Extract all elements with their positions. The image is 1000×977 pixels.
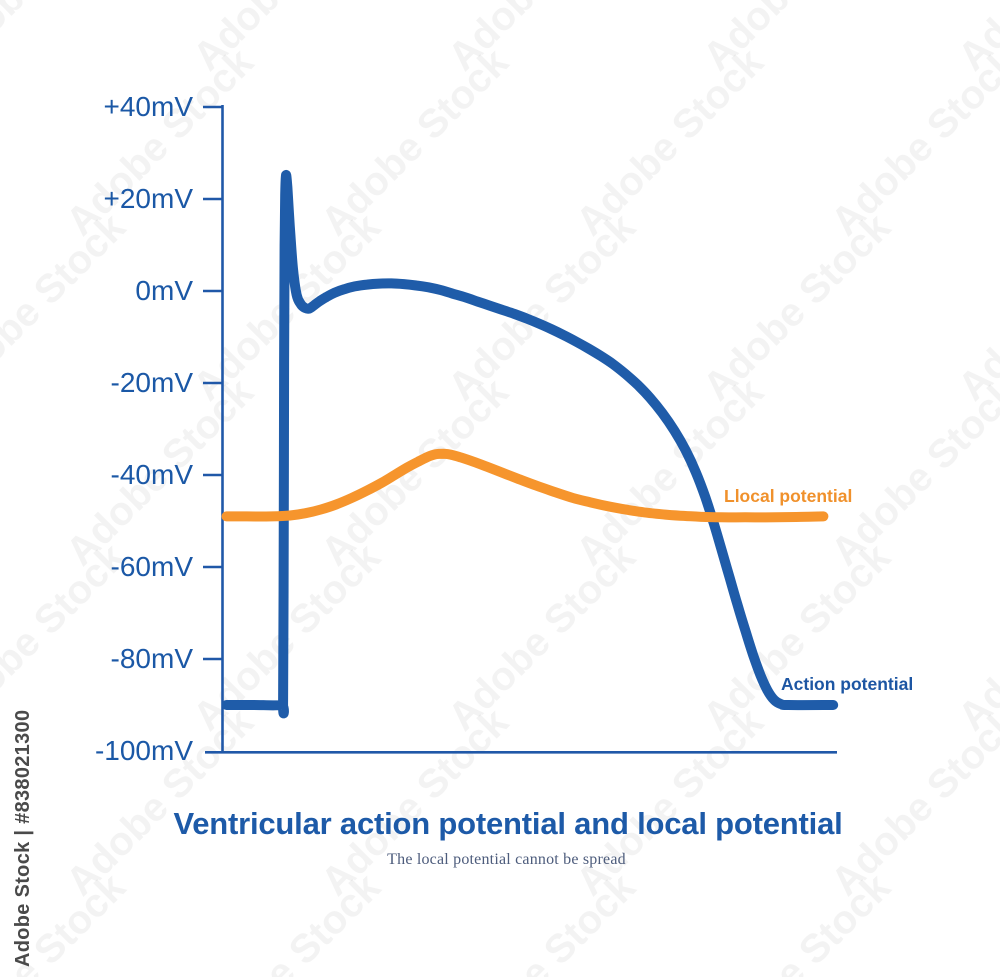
y-axis-tick-label: -100mV (94, 735, 193, 766)
y-axis-tick-label: -40mV (110, 459, 193, 490)
y-axis-tick-label: 0mV (135, 275, 193, 306)
adobe-stock-watermark-id: Adobe Stock | #838021300 (12, 709, 34, 967)
y-axis-tick-label: +40mV (103, 91, 194, 122)
chart-title: Ventricular action potential and local p… (173, 806, 843, 841)
local-potential-label: Llocal potential (724, 486, 853, 506)
action-potential-label: Action potential (781, 674, 914, 694)
y-axis-tick-label: -60mV (110, 551, 193, 582)
y-axis-tick-label: -80mV (110, 643, 193, 674)
action-potential-curve (221, 169, 839, 719)
y-axis-ticks (203, 105, 223, 661)
local-potential-curve (221, 448, 829, 523)
y-axis-tick-label: -20mV (110, 367, 193, 398)
chart-subtitle: The local potential cannot be spread (387, 851, 626, 868)
y-axis-tick-label: +20mV (103, 183, 194, 214)
